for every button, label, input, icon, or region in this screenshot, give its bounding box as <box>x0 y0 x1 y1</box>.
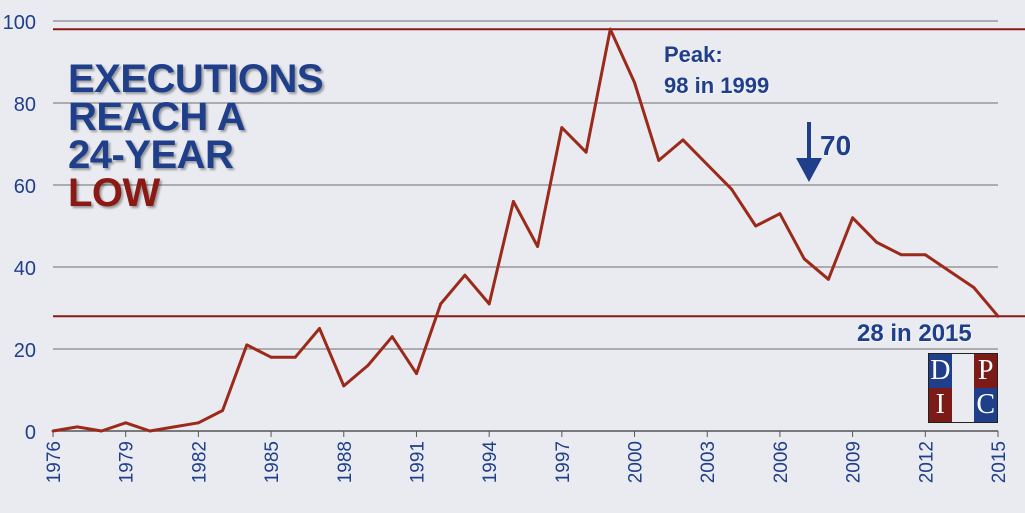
headline-line-3: 24-YEAR <box>68 133 234 177</box>
dpic-logo: D P I C <box>928 353 998 423</box>
gridlines <box>52 20 999 437</box>
logo-spacer <box>951 388 975 422</box>
data-point <box>851 216 855 220</box>
x-tick-label: 1985 <box>262 441 283 483</box>
data-point <box>148 429 152 433</box>
logo-letter-p: P <box>974 354 997 388</box>
x-tick-label: 2012 <box>916 441 937 483</box>
data-point <box>487 302 491 306</box>
data-point <box>100 429 103 433</box>
data-point <box>681 138 685 142</box>
data-point <box>948 269 951 273</box>
data-point <box>221 409 225 412</box>
x-axis-labels: 1976 1979 1982 1985 1988 1991 1994 1997 2000 2003… <box>44 441 1010 484</box>
series-line <box>52 27 1000 433</box>
reference-lines <box>53 28 1025 318</box>
data-point <box>657 159 661 162</box>
x-tick-label: 1997 <box>553 441 574 483</box>
data-point <box>778 212 782 216</box>
data-point <box>560 126 564 129</box>
data-point <box>342 384 346 388</box>
logo-letter-i: I <box>929 388 952 422</box>
headline-line-4: LOW <box>68 171 160 215</box>
low-value-label: 28 in 2015 <box>857 320 972 347</box>
data-point <box>293 355 297 359</box>
series-executions <box>51 27 1000 433</box>
headline: EXECUTIONS REACH A 24-YEAR LOW <box>68 57 324 215</box>
data-point <box>172 425 176 429</box>
data-point <box>972 286 976 289</box>
drop-value-label: 70 <box>820 130 852 161</box>
x-tick-label: 1982 <box>189 441 210 483</box>
x-tick-label: 2000 <box>626 441 647 483</box>
data-point <box>415 372 418 375</box>
data-point <box>923 253 927 257</box>
x-tick-label: 2009 <box>844 441 865 483</box>
data-point <box>245 343 249 347</box>
y-tick-label: 80 <box>14 94 36 116</box>
y-tick-label: 100 <box>3 12 36 34</box>
peak-value-label: 98 in 1999 <box>664 73 770 98</box>
data-point <box>875 241 879 244</box>
logo-letter-d: D <box>929 354 952 388</box>
data-point <box>439 302 443 306</box>
logo-letter-c: C <box>974 388 997 422</box>
x-tick-label: 2015 <box>989 441 1010 483</box>
data-point <box>608 27 612 31</box>
x-tick-label: 1991 <box>407 441 428 483</box>
x-tick-label: 2003 <box>698 441 719 483</box>
data-point <box>633 81 636 84</box>
data-point <box>584 150 588 154</box>
data-point <box>366 364 370 367</box>
y-axis-labels: 0 20 40 60 80 100 <box>3 12 36 444</box>
data-point <box>826 277 830 281</box>
data-point <box>318 327 321 330</box>
data-point <box>754 224 758 228</box>
data-point <box>390 335 394 339</box>
headline-line-2: REACH A <box>68 95 246 139</box>
down-arrow-icon <box>796 122 822 182</box>
y-tick-label: 60 <box>14 176 36 198</box>
y-tick-label: 20 <box>14 340 36 362</box>
x-tick-label: 1988 <box>335 441 356 483</box>
data-point <box>899 253 903 257</box>
data-point <box>463 273 467 277</box>
data-point <box>196 421 200 425</box>
x-tick-label: 1994 <box>480 441 501 484</box>
y-tick-label: 0 <box>25 422 36 444</box>
data-point <box>511 200 515 203</box>
peak-label: Peak: <box>664 42 723 67</box>
data-point <box>996 314 1000 318</box>
headline-line-1: EXECUTIONS <box>68 57 324 101</box>
x-tick-label: 2006 <box>771 441 792 483</box>
data-point <box>75 425 79 429</box>
x-tick-label: 1976 <box>44 441 65 483</box>
data-point <box>536 245 540 248</box>
data-point <box>51 429 55 433</box>
logo-spacer <box>951 354 975 388</box>
y-tick-label: 40 <box>14 258 36 280</box>
data-point <box>802 257 806 261</box>
data-point <box>124 421 128 425</box>
data-point <box>705 163 709 166</box>
data-point <box>269 355 273 359</box>
x-tick-label: 1979 <box>117 441 138 483</box>
data-point <box>730 187 733 191</box>
